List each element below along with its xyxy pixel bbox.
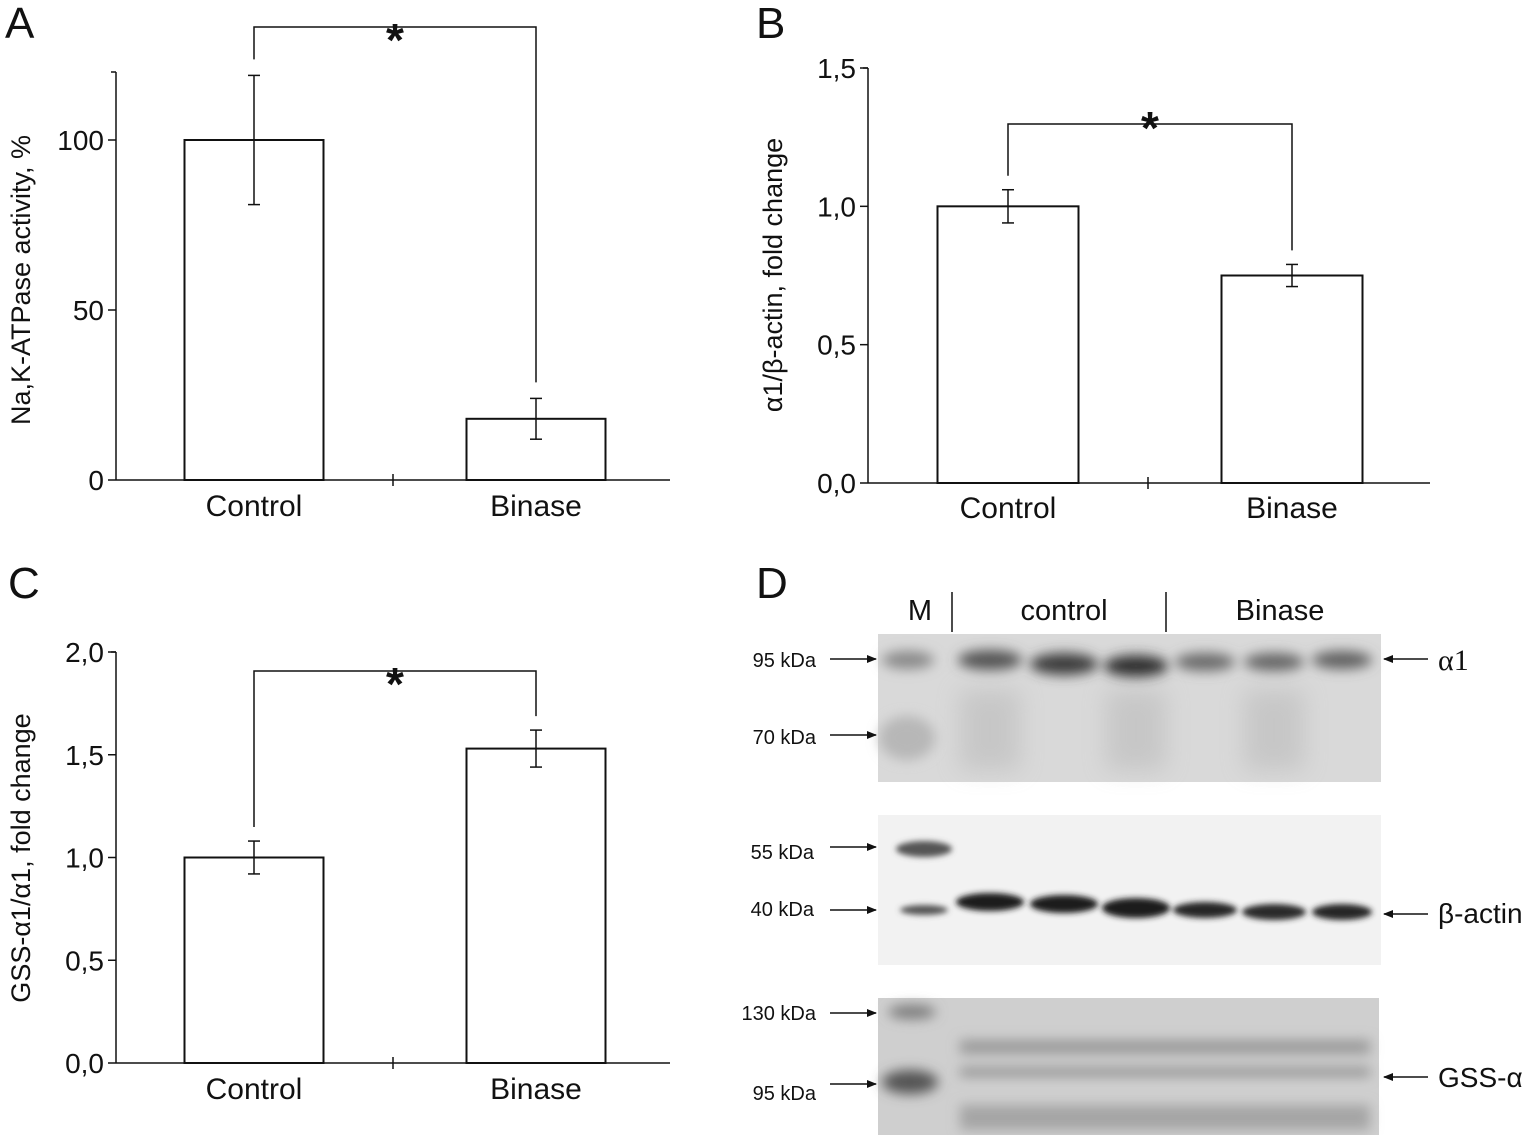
category-label: Control [206,1073,303,1106]
chart-panel-b: 0,0 0,5 1,0 1,5 α1/β-actin, fold change Contr… [758,53,1430,525]
significance-bracket [1007,123,1293,251]
y-axis-label: GSS-α1/α1, fold change [6,713,36,1002]
chart-panel-c: 0,0 0,5 1,0 1,5 2,0 GSS-α1/α1, fold change Con… [6,637,670,1106]
category-label: Control [206,490,303,523]
target-label-beta-actin: β-actin [1438,898,1523,929]
y-tick-label: 0,5 [65,945,104,976]
significance-star: * [1141,102,1159,154]
lane-header-control: control [1020,595,1107,627]
y-tick-label: 0,0 [65,1048,104,1079]
significance-bracket [253,26,537,383]
bar [936,205,1080,484]
bar [1220,274,1364,484]
marker-label: 130 kDa [742,1003,817,1025]
y-tick-label: 50 [73,295,104,326]
marker-label: 95 kDa [753,1083,817,1105]
marker-label: 40 kDa [751,899,815,921]
panel-label-a: A [5,0,35,48]
y-tick-label: 1,5 [817,53,856,84]
bar [183,856,325,1064]
y-axis-label: Na,K-ATPase activity, % [6,135,36,425]
y-tick-label: 0 [88,465,104,496]
blot-strip-alpha1 [878,634,1381,782]
significance-star: * [386,14,404,66]
y-tick-label: 100 [57,125,104,156]
y-tick-label: 2,0 [65,637,104,668]
y-tick-label: 0,5 [817,330,856,361]
category-label: Control [960,492,1057,525]
marker-label: 55 kDa [751,842,815,864]
significance-bracket [253,670,537,828]
y-axis-label: α1/β-actin, fold change [758,138,788,412]
category-label: Binase [1246,492,1338,525]
significance-star: * [386,658,404,710]
panel-label-b: B [756,0,785,48]
category-label: Binase [490,1073,582,1106]
y-tick-label: 1,5 [65,740,104,771]
y-tick-label: 1,0 [65,843,104,874]
western-blot-panel: M control Binase [742,592,1523,1135]
marker-label: 70 kDa [753,727,817,749]
y-tick-label: 0,0 [817,468,856,499]
panel-label-c: C [8,559,40,608]
target-label-alpha1: α1 [1438,644,1469,677]
panel-label-d: D [756,559,788,608]
bar [465,747,607,1065]
target-label-gss-alpha: GSS-α [1438,1062,1523,1093]
blot-strip-gss-alpha [878,998,1379,1135]
category-label: Binase [490,490,582,523]
marker-label: 95 kDa [753,650,817,672]
blot-strip-beta-actin [878,815,1381,965]
lane-header-marker: M [908,595,932,627]
chart-panel-a: 0 50 100 Na,K-ATPase activity, % Control Bina… [6,14,670,523]
y-tick-label: 1,0 [817,191,856,222]
lane-header-binase: Binase [1236,595,1325,627]
